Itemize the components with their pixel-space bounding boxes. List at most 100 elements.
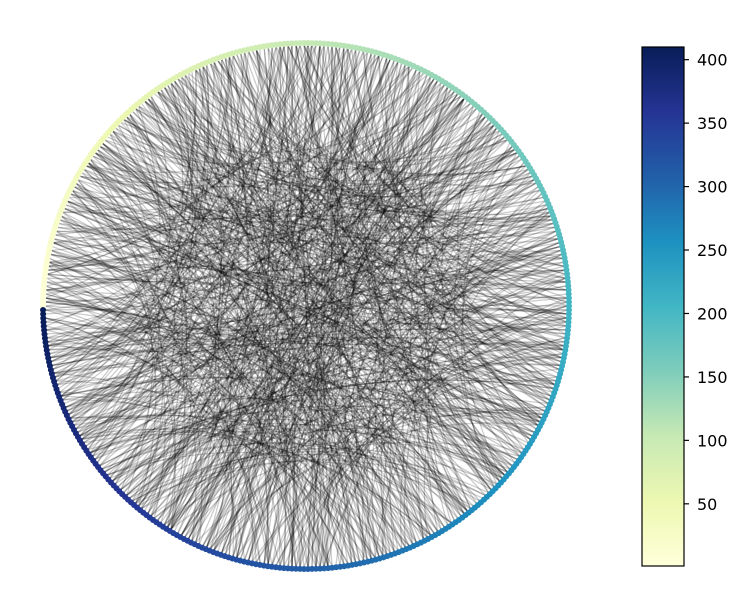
graph-edge [68,49,357,416]
graph-edge [48,348,518,460]
graph-edge [73,64,209,426]
graph-edge [362,51,552,397]
graph-edge [49,253,428,538]
graph-edge [228,56,287,567]
graph-edge [50,51,365,363]
graph-edge [140,45,329,509]
graph-edge [202,65,361,562]
graph-edge [45,70,421,323]
graph-edge [180,145,513,536]
graph-edge [63,207,546,412]
graph-edge [85,124,495,447]
graph-edge [209,422,539,550]
graph-edge [85,56,384,447]
graph-edge [195,69,446,528]
graph-edge [81,76,190,440]
graph-edge [59,391,376,559]
graph-edge [163,45,289,526]
graph-edge [51,328,566,367]
graph-edge [355,74,428,561]
graph-edge [85,165,567,291]
graph-edge [96,148,406,548]
graph-edge [56,45,293,386]
graph-edge [255,49,568,303]
graph-edge [123,118,188,524]
graph-edge [59,56,230,393]
graph-edge [275,337,566,566]
graph-edge [75,45,321,430]
graph-edge [353,49,462,517]
graph-edge [47,44,317,267]
graph-edge [173,45,321,532]
colorbar-tick-label: 400 [697,51,728,70]
graph-edge [59,219,567,323]
graph-edge [45,293,432,536]
graph-edge [307,57,388,568]
graph-edge [177,50,361,534]
graph-edge [62,45,317,401]
graph-edge [51,342,561,367]
graph-edge [255,376,558,563]
graph-edge [81,80,439,440]
graph-edge [45,317,317,568]
graph-edge [46,331,553,393]
graph-edge [83,168,297,567]
graph-edge [87,161,380,557]
graph-edge [275,46,345,565]
graph-edge [75,411,492,491]
graph-edge [362,204,548,561]
graph-edge [180,277,566,536]
graph-edge [346,48,468,512]
graph-edge [89,285,567,454]
graph-edge [128,113,556,386]
graph-edge [378,55,556,386]
graph-edge [170,84,446,530]
graph-edge [49,44,301,359]
graph-edge [60,215,309,568]
graph-edge [50,350,542,419]
graph-edge [362,51,556,386]
graph-edge [55,230,269,565]
graph-edge [134,108,531,440]
graph-edge [166,84,232,551]
graph-edge [134,261,564,504]
colorbar: 50 100 150 200 250 300 350 400 [641,46,728,567]
graph-edge [362,52,456,521]
graph-edge [48,345,468,512]
graph-edge [114,47,273,485]
graph-edge [202,234,558,547]
graph-edge [138,105,500,164]
graph-edge [157,90,563,259]
graph-edge [180,76,553,221]
graph-edge [50,245,561,363]
colorbar-ticks: 50 100 150 200 250 300 350 400 [684,51,728,514]
graph-edge [385,57,523,454]
graph-edge [247,51,566,339]
graph-edge [144,100,566,283]
graph-edge [327,45,543,419]
graph-edge [150,95,297,567]
graph-edge [240,53,380,557]
graph-edge [140,103,410,547]
graph-edge [71,189,166,519]
graph-edge [112,58,391,482]
graph-edge [243,168,529,560]
graph-edge [429,82,525,450]
graph-edge [57,189,541,245]
graph-edge [120,363,561,491]
graph-edge [60,215,425,540]
graph-edge [167,357,562,528]
graph-edge [79,95,462,189]
graph-edge [209,93,459,550]
graph-edge [48,265,564,351]
graph-edge [315,74,428,567]
graph-edge [53,358,546,412]
graph-edge [79,64,210,437]
graph-edge [73,238,559,426]
graph-edge [150,55,241,517]
graph-edge [291,45,321,567]
graph-edge [236,45,293,558]
graph-edge [194,61,240,543]
graph-edge [50,65,410,252]
graph-edge [251,50,568,303]
